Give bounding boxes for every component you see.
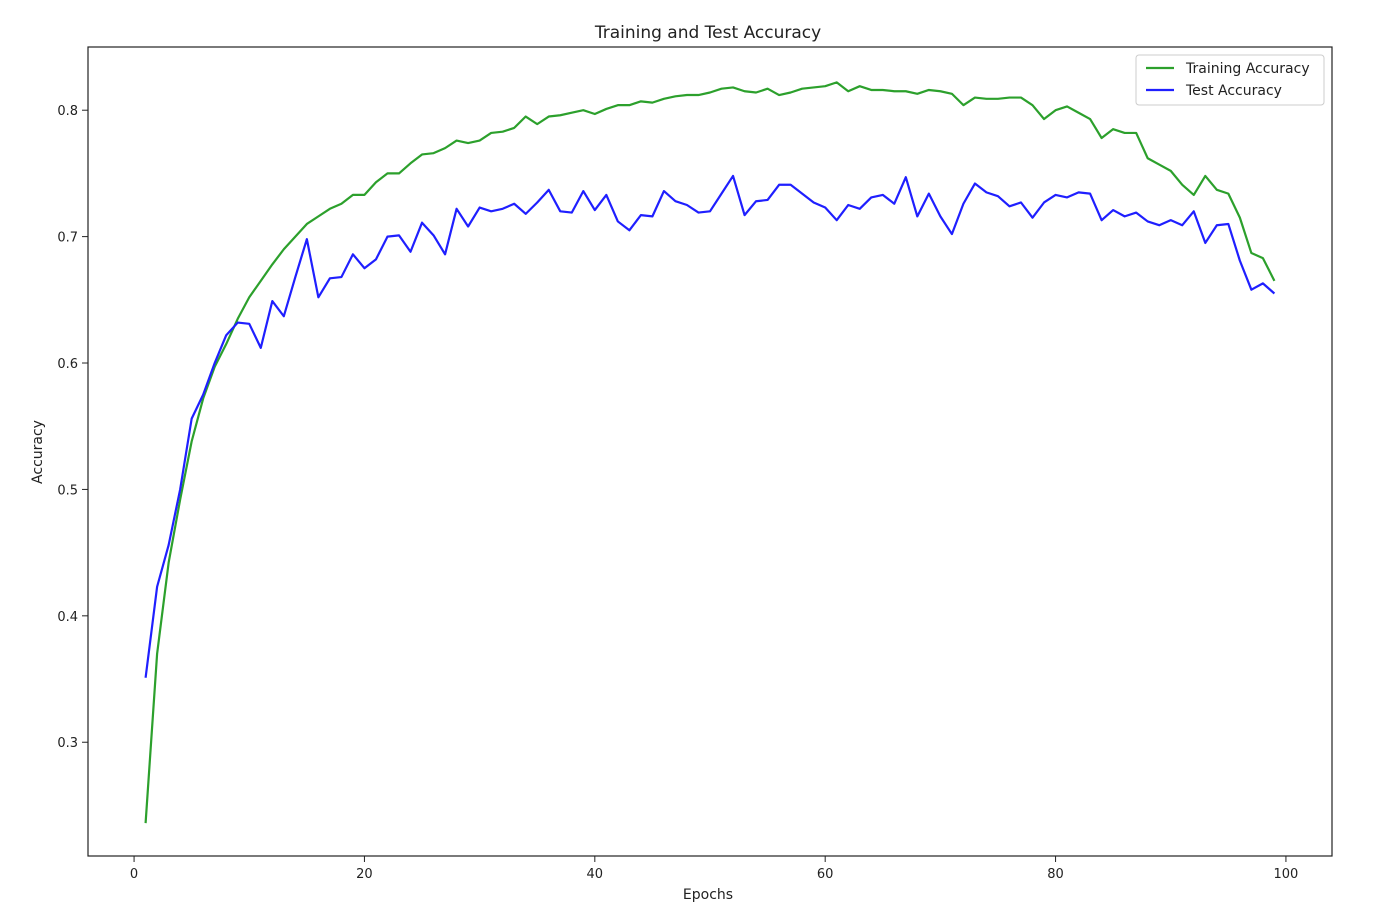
x-tick-label: 40 xyxy=(587,867,604,882)
series-line-0 xyxy=(144,81,1276,824)
legend: Training Accuracy Test Accuracy xyxy=(1135,54,1325,106)
y-tick-label: 0.5 xyxy=(57,483,78,498)
series-lines xyxy=(144,81,1276,824)
x-tick-label: 80 xyxy=(1047,867,1064,882)
legend-box xyxy=(1135,54,1325,106)
y-tick-label: 0.3 xyxy=(57,736,78,751)
x-axis-label: Epochs xyxy=(683,887,733,903)
y-axis-label: Accuracy xyxy=(30,420,46,484)
series-line-1 xyxy=(144,174,1276,678)
chart-title: Training and Test Accuracy xyxy=(594,23,821,43)
y-tick-label: 0.6 xyxy=(57,357,78,372)
x-tick-label: 100 xyxy=(1274,867,1299,882)
plot-area-frame xyxy=(87,46,1333,857)
y-tick-label: 0.8 xyxy=(57,104,78,119)
y-tick-label: 0.7 xyxy=(57,231,78,246)
x-tick-label: 60 xyxy=(817,867,834,882)
y-axis-ticks: 0.3 0.4 0.5 0.6 0.7 0.8 xyxy=(57,104,88,751)
x-tick-label: 0 xyxy=(130,867,138,882)
x-axis-ticks: 0 20 40 60 80 100 xyxy=(130,856,1298,882)
legend-label-1: Test Accuracy xyxy=(1185,83,1282,99)
x-tick-label: 20 xyxy=(356,867,373,882)
y-tick-label: 0.4 xyxy=(57,610,78,625)
legend-label-0: Training Accuracy xyxy=(1185,61,1310,77)
